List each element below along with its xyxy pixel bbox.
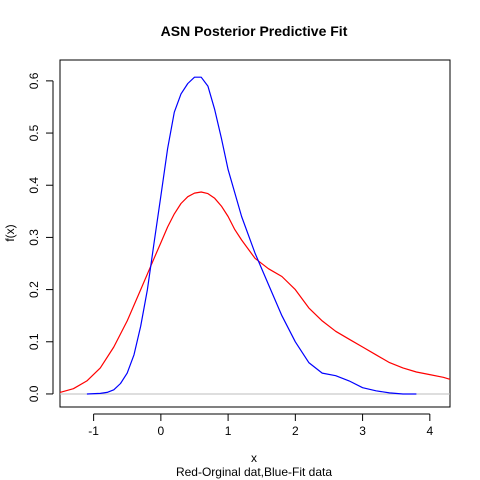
chart-caption: Red-Orginal dat,Blue-Fit data: [176, 465, 332, 479]
x-tick-label: 3: [359, 424, 366, 438]
chart-title: ASN Posterior Predictive Fit: [161, 23, 348, 39]
y-axis-label: f(x): [3, 224, 17, 241]
y-tick-label: 0.5: [27, 124, 41, 141]
x-axis: -1 0 1 2 3 4: [88, 413, 433, 438]
series-layer: [59, 76, 451, 395]
original-data-density-line: [59, 191, 451, 393]
x-tick-label: 2: [292, 424, 299, 438]
x-tick-label: 1: [225, 424, 232, 438]
x-axis-label: x: [251, 451, 257, 465]
fit-data-density-line: [86, 76, 417, 395]
y-tick-label: 0.3: [27, 229, 41, 246]
y-axis: 0.0 0.1 0.2 0.3 0.4 0.5 0.6: [27, 72, 54, 402]
y-tick-label: 0.1: [27, 333, 41, 350]
y-tick-label: 0.6: [27, 72, 41, 89]
x-tick-label: 0: [158, 424, 165, 438]
y-tick-label: 0.2: [27, 281, 41, 298]
y-tick-label: 0.0: [27, 385, 41, 402]
x-tick-label: 4: [426, 424, 433, 438]
y-tick-label: 0.4: [27, 177, 41, 194]
x-tick-label: -1: [88, 424, 99, 438]
plot-frame: [59, 59, 451, 408]
